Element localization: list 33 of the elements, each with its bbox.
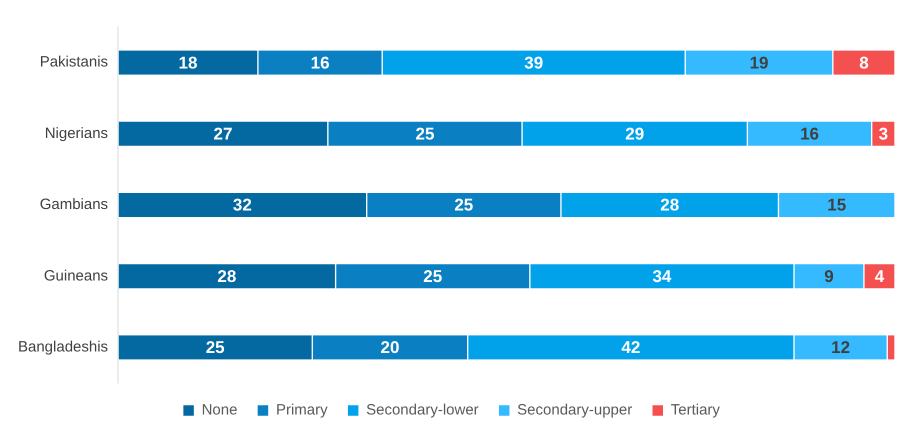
data-label: 8 xyxy=(859,53,869,72)
y-tick-label: Pakistanis xyxy=(40,54,108,71)
data-label: 34 xyxy=(652,266,672,286)
data-label: 32 xyxy=(232,196,252,215)
data-label: 16 xyxy=(310,53,330,72)
data-label: 39 xyxy=(524,53,544,72)
legend-label: None xyxy=(202,402,238,419)
data-label: 25 xyxy=(415,124,434,144)
data-label: 29 xyxy=(625,124,644,144)
legend-label: Secondary-upper xyxy=(517,402,632,419)
data-label: 20 xyxy=(380,338,400,358)
y-tick-label: Nigerians xyxy=(44,124,108,142)
data-label: 4 xyxy=(874,266,885,286)
y-tick-label: Gambians xyxy=(40,196,108,214)
data-label: 25 xyxy=(423,266,442,286)
data-label: 3 xyxy=(878,124,888,144)
data-label: 25 xyxy=(454,196,474,215)
data-label: 25 xyxy=(206,338,225,358)
legend-label: Secondary-lower xyxy=(366,402,479,419)
y-tick-label: Guineans xyxy=(44,267,108,284)
legend-label: Tertiary xyxy=(670,402,720,419)
data-label: 19 xyxy=(750,53,768,72)
data-label: 27 xyxy=(213,124,232,144)
data-label: 18 xyxy=(178,53,198,72)
data-label: 9 xyxy=(824,266,834,286)
data-label: 28 xyxy=(660,196,680,215)
data-label: 28 xyxy=(217,266,236,286)
data-label: 12 xyxy=(831,338,850,358)
data-label: 42 xyxy=(621,338,640,358)
y-tick-label: Bangladeshis xyxy=(18,338,108,356)
data-label: 15 xyxy=(827,196,846,215)
legend-label: Primary xyxy=(276,402,328,419)
data-label: 16 xyxy=(800,124,819,144)
